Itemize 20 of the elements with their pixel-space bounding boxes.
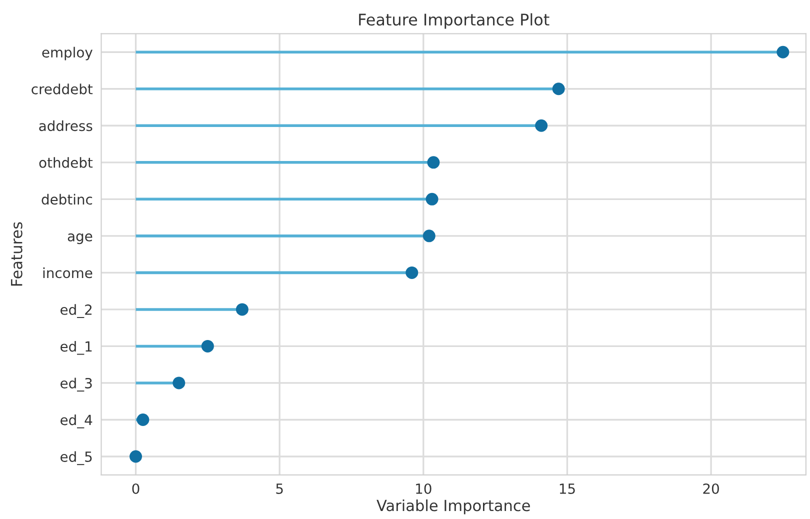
y-tick-label: income — [43, 267, 92, 278]
y-tick-label: employ — [42, 46, 92, 60]
chart-title: Feature Importance Plot — [359, 13, 550, 29]
x-axis-title: Variable Importance — [376, 499, 530, 514]
y-tick-label: creddebt — [32, 84, 93, 94]
y-axis-title: Features — [11, 222, 22, 286]
y-tick-label: ed_5 — [60, 451, 92, 466]
y-tick-label: othdebt — [39, 157, 93, 168]
y-tick-label: address — [39, 120, 92, 132]
y-tick-label: age — [68, 233, 92, 244]
x-tick-label: 5 — [276, 484, 283, 494]
y-tick-label: ed_2 — [60, 304, 92, 318]
y-tick-label: ed_4 — [60, 414, 92, 428]
x-tick-label: 10 — [416, 483, 432, 494]
y-tick-label: ed_3 — [60, 378, 92, 392]
x-tick-label: 15 — [560, 484, 575, 494]
x-tick-label: 20 — [703, 483, 719, 494]
y-tick-label: ed_1 — [60, 340, 92, 355]
y-tick-label: debtinc — [42, 194, 92, 205]
x-tick-label: 0 — [132, 483, 140, 494]
